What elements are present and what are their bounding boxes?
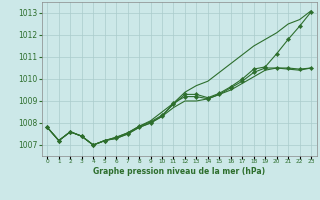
X-axis label: Graphe pression niveau de la mer (hPa): Graphe pression niveau de la mer (hPa) — [93, 167, 265, 176]
